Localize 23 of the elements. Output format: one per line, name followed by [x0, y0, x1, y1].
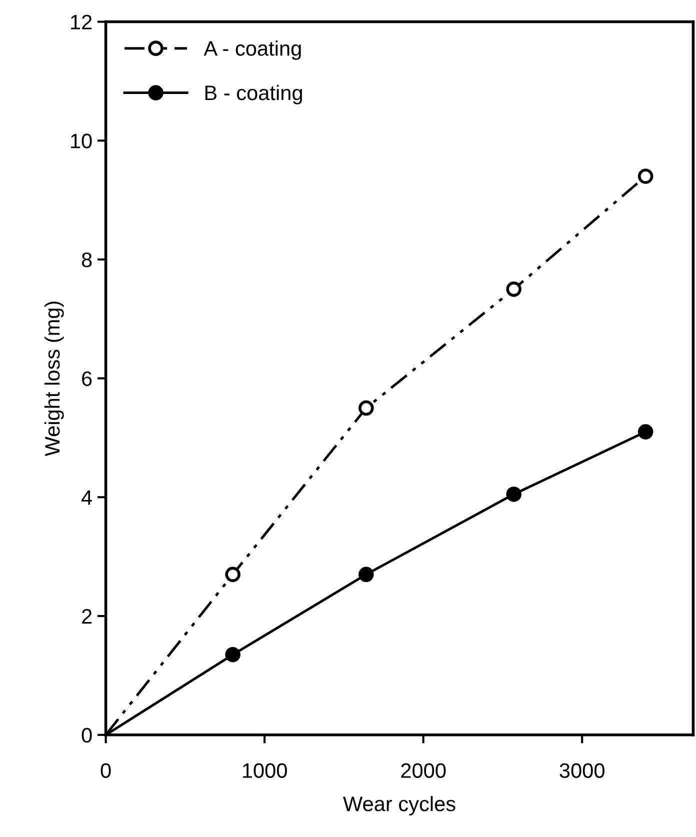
- x-tick-label: 0: [100, 763, 111, 778]
- point: [358, 400, 374, 416]
- legend-label: B - coating: [205, 84, 302, 104]
- point: [638, 168, 654, 184]
- y-axis-title: Weight loss (mg): [44, 302, 64, 456]
- legend-label: A - coating: [204, 40, 301, 60]
- x-tick-label: 1000: [242, 763, 287, 778]
- point: [638, 424, 654, 440]
- y-tick-label: 12: [71, 14, 92, 30]
- point: [506, 486, 522, 502]
- point: [225, 647, 240, 662]
- y-tick-label: 4: [81, 490, 92, 505]
- y-tick-label: 0: [82, 728, 92, 743]
- x-axis-title: Wear cycles: [343, 796, 456, 816]
- point: [358, 566, 374, 582]
- x-tick-label: 3000: [560, 763, 604, 778]
- y-tick-label: 6: [82, 371, 92, 386]
- y-tick-label: 2: [82, 609, 92, 624]
- point: [506, 282, 522, 297]
- y-tick-label: 8: [82, 252, 92, 268]
- y-tick-label: 10: [71, 134, 92, 148]
- x-tick-label: 2000: [401, 763, 446, 778]
- point: [225, 566, 240, 582]
